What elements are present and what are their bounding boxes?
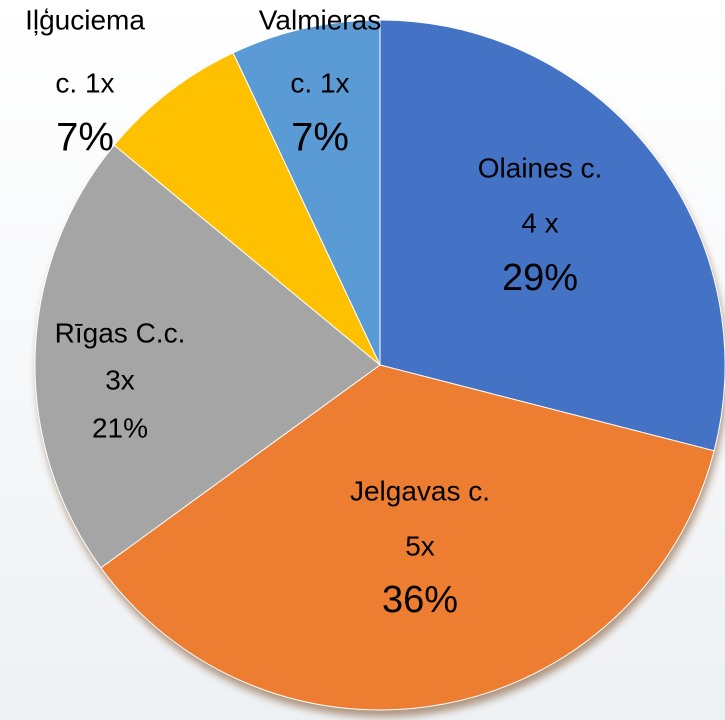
slice-name: Jelgavas c. (350, 475, 490, 506)
slice-percent: 36% (382, 579, 458, 621)
slice-percent: 21% (92, 412, 148, 443)
slice-count: 3x (105, 364, 135, 395)
slice-name: Iļģuciema (25, 4, 145, 35)
slice-count: 5x (405, 530, 435, 561)
slice-name: Rīgas C.c. (55, 317, 186, 348)
pie-slice (232, 19, 381, 366)
slice-percent: 7% (291, 116, 349, 160)
slice-count: 4 x (521, 207, 558, 238)
pie (34, 19, 725, 711)
pie-labels: Olaines c. 4 x 29% Jelgavas c. 5x 36% Rīgas C.… (25, 4, 602, 621)
slice-percent: 7% (56, 116, 114, 160)
pie-slice (34, 144, 381, 569)
slice-name: Olaines c. (478, 152, 603, 183)
pie-slice (113, 52, 381, 366)
pie-slice (100, 364, 715, 711)
slice-name: Valmieras (259, 4, 381, 35)
slice-count: c. 1x (55, 67, 114, 98)
slice-percent: 29% (502, 257, 578, 299)
slice-count: c. 1x (290, 67, 349, 98)
